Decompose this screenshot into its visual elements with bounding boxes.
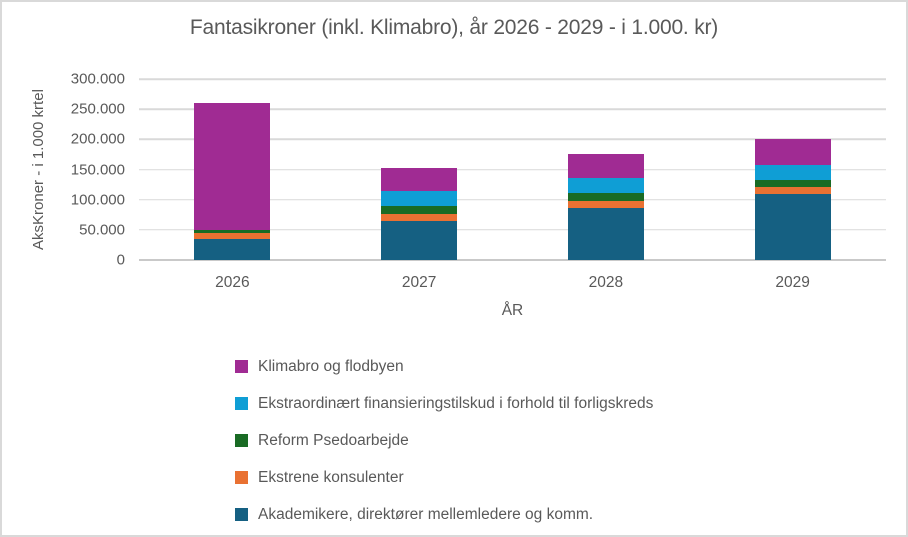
bar-segment-2029[interactable] — [754, 139, 831, 165]
x-axis-tick-label: 2028 — [588, 274, 624, 291]
legend-item[interactable]: Akademikere, direktører mellemledere og … — [235, 506, 653, 523]
y-axis-tick-labels: 0 50.000 100.000 150.000 200.000 250.000 300.0… — [2, 71, 125, 269]
legend-label: Reform Psedoarbejde — [258, 431, 409, 449]
legend-label: Ekstraordinært finansieringstilskud i fo… — [258, 394, 654, 412]
legend: Klimabro og flodbyen Ekstraordinært finan… — [235, 358, 653, 523]
bar-segment-2029[interactable] — [754, 180, 831, 188]
y-axis-tick-label: 250.000 — [70, 100, 125, 118]
legend-item[interactable]: Ekstraordinært finansieringstilskud i fo… — [235, 395, 653, 412]
gridline — [139, 229, 886, 231]
x-axis-title: ÅR — [501, 302, 524, 319]
plot-area — [139, 78, 886, 261]
bar-segment-2027[interactable] — [381, 168, 458, 191]
x-axis-tick-labels: 2026 2027 2028 2029 — [139, 274, 886, 294]
bar-segment-2028[interactable] — [567, 200, 644, 208]
y-axis-tick-label: 200.000 — [70, 130, 125, 148]
bar-segment-2029[interactable] — [754, 193, 831, 260]
legend-label: Klimabro og flodbyen — [258, 357, 404, 375]
legend-swatch-icon — [235, 508, 248, 521]
x-axis-line — [139, 259, 886, 261]
bar-segment-2028[interactable] — [567, 193, 644, 201]
bar-segment-2029[interactable] — [754, 187, 831, 194]
gridline — [139, 138, 886, 141]
legend-label: Ekstrene konsulenter — [258, 468, 404, 486]
legend-swatch-icon — [235, 397, 248, 410]
bar-segment-2029[interactable] — [754, 164, 831, 181]
bar-segment-2027[interactable] — [381, 190, 458, 207]
gridline — [139, 198, 886, 201]
bar-2026[interactable] — [194, 103, 271, 260]
y-axis-tick-label: 150.000 — [70, 161, 125, 178]
bar-segment-2026[interactable] — [194, 232, 271, 239]
legend-item[interactable]: Ekstrene konsulenter — [235, 469, 653, 486]
y-axis-tick-label: 300.000 — [70, 70, 125, 88]
y-axis-tick-label: 100.000 — [70, 191, 125, 209]
y-axis-tick-label: 50.000 — [79, 221, 125, 239]
legend-swatch-icon — [235, 434, 248, 447]
bar-segment-2027[interactable] — [381, 206, 458, 215]
bar-segment-2028[interactable] — [567, 177, 644, 194]
gridline — [139, 78, 886, 80]
legend-item[interactable]: Reform Psedoarbejde — [235, 432, 653, 449]
legend-item[interactable]: Klimabro og flodbyen — [235, 358, 653, 375]
bar-segment-2027[interactable] — [381, 221, 458, 260]
x-axis-tick-label: 2029 — [775, 274, 810, 291]
legend-label: Akademikere, direktører mellemledere og … — [258, 505, 594, 523]
bar-segment-2027[interactable] — [381, 214, 458, 222]
gridline — [139, 108, 886, 110]
x-axis-tick-label: 2026 — [215, 274, 250, 291]
bar-segment-2026[interactable] — [194, 103, 271, 230]
bar-2029[interactable] — [754, 139, 831, 260]
bar-segment-2026[interactable] — [194, 238, 271, 260]
legend-swatch-icon — [235, 360, 248, 373]
chart-title: Fantasikroner (inkl. Klimabro), år 2026 … — [189, 16, 719, 39]
x-axis-tick-label: 2027 — [401, 274, 437, 291]
legend-swatch-icon — [235, 471, 248, 484]
gridline — [139, 168, 886, 171]
bar-segment-2028[interactable] — [567, 154, 644, 178]
bar-segment-2026[interactable] — [194, 229, 271, 233]
y-axis-tick-label: 0 — [116, 251, 125, 269]
bar-segment-2028[interactable] — [567, 207, 644, 260]
bar-2027[interactable] — [381, 168, 458, 260]
bar-2028[interactable] — [567, 154, 644, 260]
